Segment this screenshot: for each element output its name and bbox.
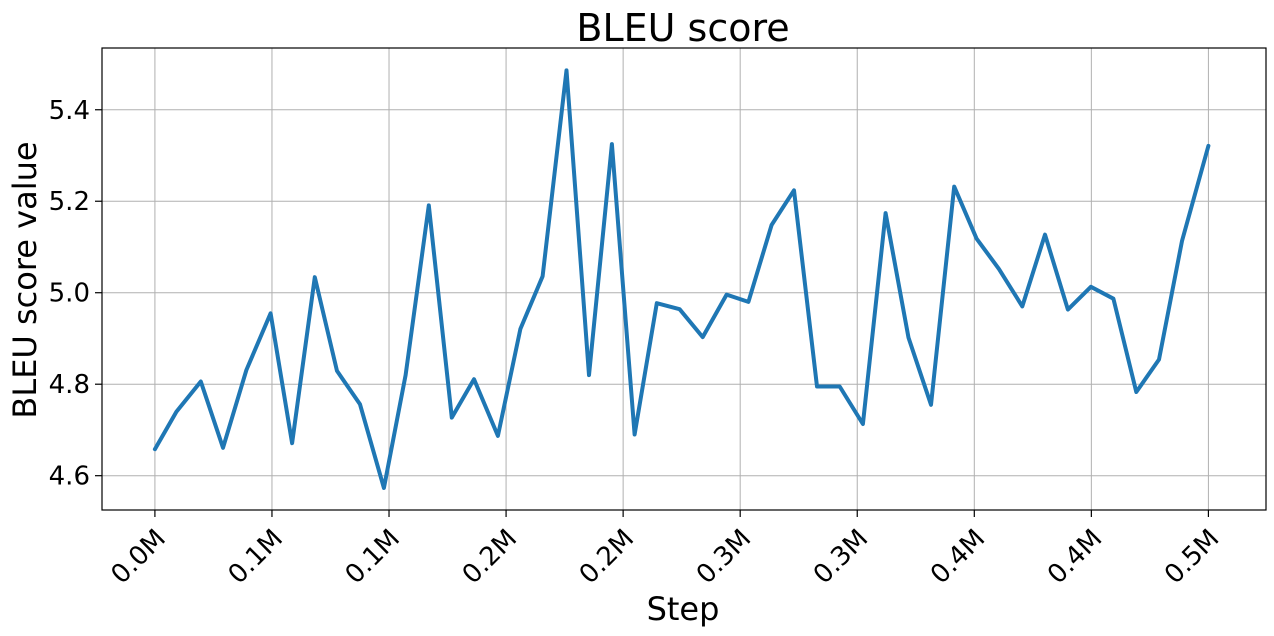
grid (102, 48, 1266, 510)
x-tick-label: 0.0M (106, 524, 172, 590)
chart-title: BLEU score (576, 6, 789, 50)
plot-frame (101, 47, 1267, 511)
y-tick-label: 5.2 (49, 187, 90, 217)
y-tick-label: 5.0 (49, 279, 90, 309)
x-tick-label: 0.3M (691, 524, 757, 590)
x-tick-label: 0.5M (1159, 524, 1225, 590)
y-tick-label: 4.8 (49, 370, 90, 400)
y-tick-label: 5.4 (49, 96, 90, 126)
x-axis: 0.0M 0.1M 0.1M 0.2M 0.2M 0.3M 0.3M 0.4M 0.4M 0.5M (106, 510, 1225, 590)
series-line (152, 68, 1211, 490)
x-tick-label: 0.2M (574, 524, 640, 590)
x-tick-label: 0.1M (340, 524, 406, 590)
y-axis: 4.6 4.8 5.0 5.2 5.4 (49, 96, 102, 492)
y-tick-label: 4.6 (49, 462, 90, 492)
x-axis-label: Step (647, 590, 720, 628)
x-tick-label: 0.4M (925, 524, 991, 590)
x-tick-label: 0.1M (223, 524, 289, 590)
y-axis-label: BLEU score value (6, 141, 44, 418)
x-tick-label: 0.4M (1042, 524, 1108, 590)
series-layer (152, 68, 1211, 490)
x-tick-label: 0.3M (808, 524, 874, 590)
x-tick-label: 0.2M (457, 524, 523, 590)
